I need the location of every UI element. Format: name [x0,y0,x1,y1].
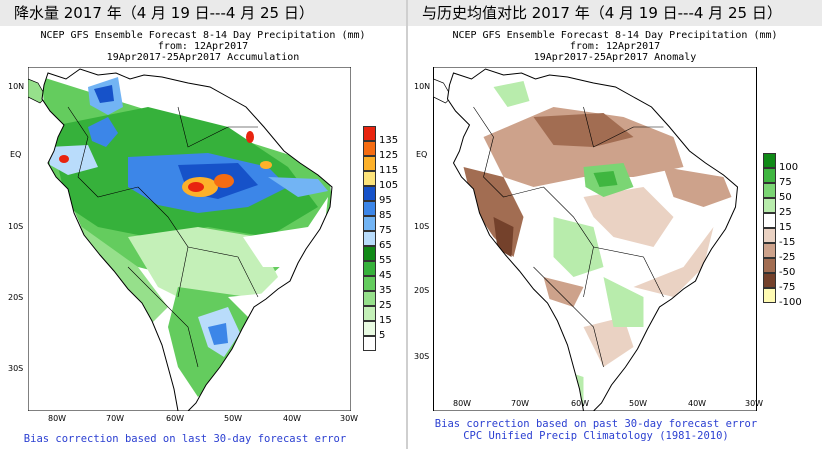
legend-label: 125 [379,150,399,161]
legend-label: 95 [379,195,392,206]
lon-tick-80w: 80W [453,399,472,408]
legend-swatch [763,243,776,258]
lon-tick-40w: 40W [283,414,302,423]
legend-swatch [763,273,776,288]
accumulation-header-line1: NCEP GFS Ensemble Forecast 8-14 Day Prec… [40,30,366,41]
lat-tick-30s: 30S [414,352,430,361]
anomaly-footer-line2: CPC Unified Precip Climatology (1981-201… [463,430,729,442]
legend-label: 115 [379,165,399,176]
lon-tick-30w: 30W [745,399,764,408]
legend-label: -25 [779,252,796,263]
legend-swatch [763,288,776,303]
legend-swatch [763,183,776,198]
accumulation-footer: Bias correction based on last 30-day for… [23,433,347,445]
legend-label: 45 [379,270,392,281]
lon-tick-70w: 70W [106,414,125,423]
legend-label: 15 [779,222,792,233]
panel-divider [406,0,408,449]
legend-swatch [363,186,376,201]
lat-tick-10s: 10S [414,222,430,231]
legend-swatch [363,336,376,351]
accumulation-title: 降水量 2017 年（4 月 19 日---4 月 25 日） [0,0,406,26]
legend-swatch [363,276,376,291]
anomaly-header-line2: from: 12Apr2017 [569,41,661,52]
lat-tick-eq: EQ [10,150,22,159]
legend-swatch [763,213,776,228]
legend-swatch [363,126,376,141]
lon-tick-70w: 70W [511,399,530,408]
lat-tick-10n: 10N [8,82,25,91]
legend-label: 75 [779,177,792,188]
anomaly-panel: 与历史均值对比 2017 年（4 月 19 日---4 月 25 日） NCEP… [408,0,822,449]
legend-swatch [363,246,376,261]
legend-label: -15 [779,237,796,248]
lon-tick-80w: 80W [48,414,67,423]
lon-tick-50w: 50W [629,399,648,408]
legend-label: 25 [779,207,792,218]
legend-swatch [763,153,776,168]
legend-label: 55 [379,255,392,266]
anomaly-header-line1: NCEP GFS Ensemble Forecast 8-14 Day Prec… [452,30,778,41]
anomaly-map [433,67,757,411]
lat-tick-10s: 10S [8,222,24,231]
legend-label: 5 [379,330,386,341]
lat-tick-20s: 20S [8,293,24,302]
accumulation-panel: 降水量 2017 年（4 月 19 日---4 月 25 日） NCEP GFS… [0,0,406,449]
legend-label: 135 [379,135,399,146]
legend-swatch [363,171,376,186]
lat-tick-eq: EQ [416,150,428,159]
lon-tick-40w: 40W [688,399,707,408]
legend-swatch [363,306,376,321]
legend-label: 65 [379,240,392,251]
legend-label: 75 [379,225,392,236]
lat-tick-10n: 10N [414,82,431,91]
lon-tick-30w: 30W [340,414,359,423]
legend-label: -75 [779,282,796,293]
legend-swatch [763,198,776,213]
legend-swatch [363,231,376,246]
legend-label: -100 [779,297,802,308]
legend-swatch [363,321,376,336]
legend-label: 35 [379,285,392,296]
anomaly-title: 与历史均值对比 2017 年（4 月 19 日---4 月 25 日） [408,0,822,26]
legend-label: 100 [779,162,799,173]
legend-label: -50 [779,267,796,278]
anomaly-footer-line1: Bias correction based on past 30-day for… [434,418,758,430]
legend-swatch [763,258,776,273]
legend-swatch [363,261,376,276]
lat-tick-20s: 20S [414,286,430,295]
accumulation-header-line2: from: 12Apr2017 [157,41,249,52]
accumulation-header-line3: 19Apr2017-25Apr2017 Accumulation [106,52,300,63]
legend-label: 85 [379,210,392,221]
lon-tick-50w: 50W [224,414,243,423]
legend-label: 105 [379,180,399,191]
legend-label: 50 [779,192,792,203]
lon-tick-60w: 60W [166,414,185,423]
legend-swatch [763,228,776,243]
legend-swatch [363,141,376,156]
legend-label: 15 [379,315,392,326]
legend-swatch [363,216,376,231]
accumulation-map [28,67,351,411]
lat-tick-30s: 30S [8,364,24,373]
legend-swatch [363,156,376,171]
legend-swatch [363,291,376,306]
legend-label: 25 [379,300,392,311]
anomaly-header-line3: 19Apr2017-25Apr2017 Anomaly [533,52,697,63]
lon-tick-60w: 60W [571,399,590,408]
legend-swatch [363,201,376,216]
legend-swatch [763,168,776,183]
